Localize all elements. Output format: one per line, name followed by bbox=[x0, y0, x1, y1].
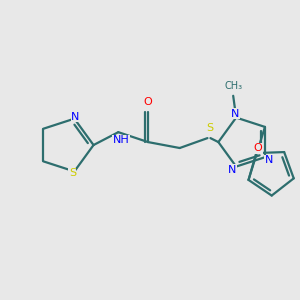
Text: N: N bbox=[228, 164, 236, 175]
Text: O: O bbox=[254, 143, 262, 153]
Text: O: O bbox=[144, 98, 152, 107]
Text: N: N bbox=[71, 112, 80, 122]
Text: S: S bbox=[206, 123, 213, 133]
Text: N: N bbox=[231, 109, 239, 118]
Text: CH₃: CH₃ bbox=[224, 81, 242, 91]
Text: N: N bbox=[265, 155, 273, 165]
Text: NH: NH bbox=[113, 135, 130, 145]
Text: S: S bbox=[69, 168, 76, 178]
